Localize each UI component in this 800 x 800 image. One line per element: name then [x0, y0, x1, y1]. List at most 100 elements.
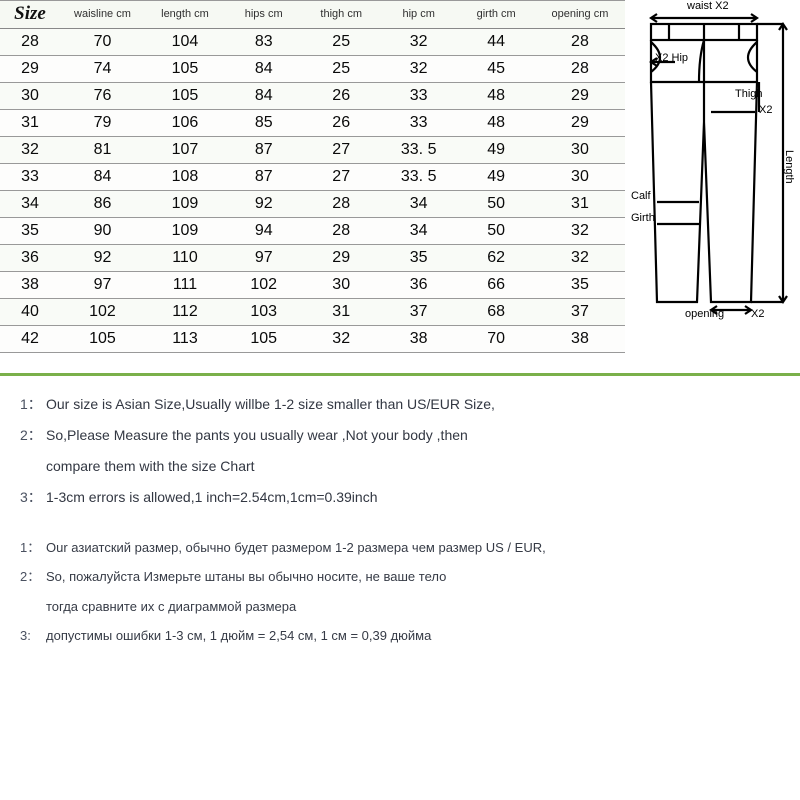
table-cell: 34: [0, 190, 60, 217]
table-header-cell: opening cm: [535, 1, 625, 28]
table-cell: 102: [225, 271, 302, 298]
table-cell: 28: [535, 55, 625, 82]
table-cell: 28: [535, 28, 625, 55]
table-cell: 109: [145, 190, 225, 217]
table-row: 30761058426334829: [0, 82, 625, 109]
table-cell: 109: [145, 217, 225, 244]
table-cell: 37: [380, 298, 457, 325]
table-cell: 106: [145, 109, 225, 136]
table-cell: 29: [0, 55, 60, 82]
table-cell: 92: [225, 190, 302, 217]
table-cell: 81: [60, 136, 145, 163]
table-cell: 85: [225, 109, 302, 136]
table-cell: 32: [0, 136, 60, 163]
table-header-cell: length cm: [145, 1, 225, 28]
table-cell: 40: [0, 298, 60, 325]
table-cell: 48: [457, 82, 534, 109]
notes-russian: 1：Our азиатский размер, обычно будет раз…: [0, 538, 800, 646]
table-row: 35901099428345032: [0, 217, 625, 244]
table-cell: 86: [60, 190, 145, 217]
pants-diagram: waist X2: [625, 0, 800, 353]
divider-rule: [0, 373, 800, 376]
table-cell: 113: [145, 325, 225, 352]
table-cell: 31: [302, 298, 379, 325]
table-cell: 28: [302, 217, 379, 244]
size-table: Sizewaisline cmlength cmhips cmthigh cmh…: [0, 1, 625, 353]
diagram-label-calf: Calf: [631, 190, 651, 202]
note-number: [20, 456, 46, 477]
table-row: 389711110230366635: [0, 271, 625, 298]
note-line: тогда сравните их с диаграммой размера: [20, 597, 780, 617]
table-cell: 35: [380, 244, 457, 271]
table-cell: 28: [302, 190, 379, 217]
table-row: 3384108872733. 54930: [0, 163, 625, 190]
note-number: 2：: [20, 567, 46, 587]
table-header-cell: Size: [0, 1, 60, 28]
table-header-cell: hips cm: [225, 1, 302, 28]
table-cell: 62: [457, 244, 534, 271]
table-cell: 36: [0, 244, 60, 271]
table-cell: 28: [0, 28, 60, 55]
table-cell: 105: [145, 82, 225, 109]
top-section: Sizewaisline cmlength cmhips cmthigh cmh…: [0, 0, 800, 353]
table-cell: 79: [60, 109, 145, 136]
table-cell: 102: [60, 298, 145, 325]
size-table-container: Sizewaisline cmlength cmhips cmthigh cmh…: [0, 0, 625, 353]
table-cell: 49: [457, 163, 534, 190]
table-cell: 66: [457, 271, 534, 298]
table-cell: 25: [302, 55, 379, 82]
note-line: 2：So, пожалуйста Измерьте штаны вы обычн…: [20, 567, 780, 587]
table-header-row: Sizewaisline cmlength cmhips cmthigh cmh…: [0, 1, 625, 28]
table-row: 29741058425324528: [0, 55, 625, 82]
table-cell: 105: [145, 55, 225, 82]
table-cell: 27: [302, 163, 379, 190]
note-number: [20, 597, 46, 617]
table-cell: 42: [0, 325, 60, 352]
table-cell: 108: [145, 163, 225, 190]
table-cell: 35: [0, 217, 60, 244]
table-cell: 76: [60, 82, 145, 109]
table-cell: 34: [380, 190, 457, 217]
table-cell: 87: [225, 163, 302, 190]
table-cell: 84: [225, 55, 302, 82]
table-cell: 70: [457, 325, 534, 352]
table-cell: 90: [60, 217, 145, 244]
note-text: Our size is Asian Size,Usually willbe 1-…: [46, 394, 780, 415]
table-cell: 33. 5: [380, 163, 457, 190]
diagram-label-thigh: Thigh: [735, 88, 763, 100]
table-cell: 32: [535, 244, 625, 271]
table-cell: 35: [535, 271, 625, 298]
table-cell: 94: [225, 217, 302, 244]
table-cell: 37: [535, 298, 625, 325]
note-line: 2：So,Please Measure the pants you usuall…: [20, 425, 780, 446]
table-cell: 84: [60, 163, 145, 190]
note-text: compare them with the size Chart: [46, 456, 780, 477]
table-cell: 33. 5: [380, 136, 457, 163]
note-line: 3：1-3cm errors is allowed,1 inch=2.54cm,…: [20, 487, 780, 508]
table-cell: 45: [457, 55, 534, 82]
table-cell: 32: [302, 325, 379, 352]
table-cell: 36: [380, 271, 457, 298]
table-cell: 103: [225, 298, 302, 325]
table-cell: 112: [145, 298, 225, 325]
table-cell: 26: [302, 82, 379, 109]
table-cell: 38: [0, 271, 60, 298]
diagram-label-girth: Girth: [631, 212, 655, 224]
table-cell: 68: [457, 298, 534, 325]
table-cell: 105: [60, 325, 145, 352]
note-number: 2：: [20, 425, 46, 446]
table-cell: 30: [535, 163, 625, 190]
table-header-cell: girth cm: [457, 1, 534, 28]
table-cell: 110: [145, 244, 225, 271]
diagram-label-hip: X2 Hip: [655, 52, 688, 64]
table-row: 34861099228345031: [0, 190, 625, 217]
note-line: 1：Our size is Asian Size,Usually willbe …: [20, 394, 780, 415]
table-cell: 26: [302, 109, 379, 136]
table-cell: 34: [380, 217, 457, 244]
table-body: 2870104832532442829741058425324528307610…: [0, 28, 625, 352]
table-cell: 30: [302, 271, 379, 298]
table-cell: 104: [145, 28, 225, 55]
table-cell: 31: [0, 109, 60, 136]
table-row: 28701048325324428: [0, 28, 625, 55]
table-cell: 83: [225, 28, 302, 55]
